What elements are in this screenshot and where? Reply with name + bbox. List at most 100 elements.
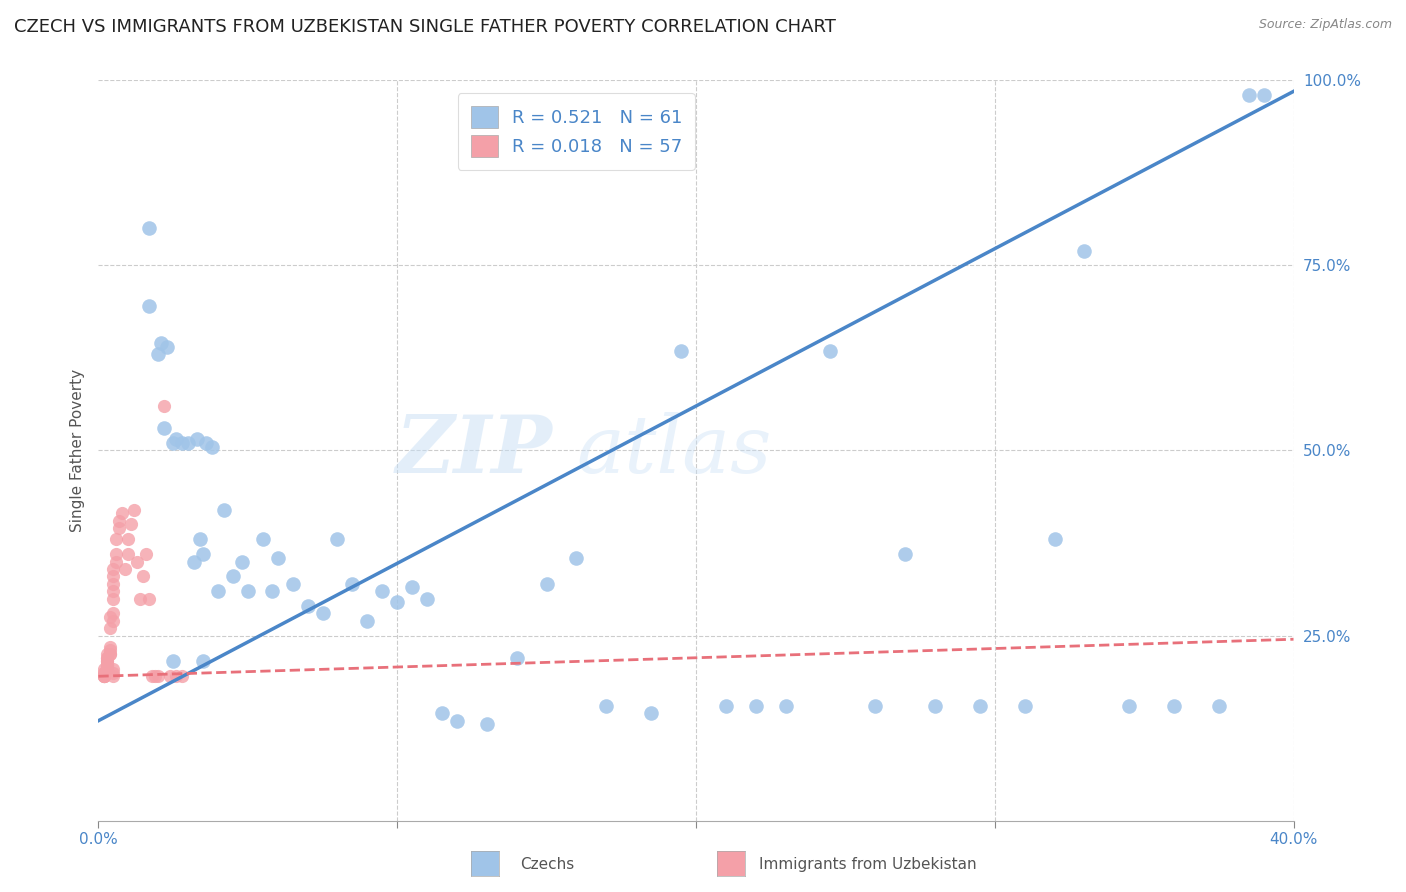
Point — [371, 584, 394, 599]
Point — [894, 547, 917, 561]
Point — [108, 514, 131, 528]
Point — [212, 502, 235, 516]
Point — [129, 591, 152, 606]
Point — [138, 299, 160, 313]
Text: CZECH VS IMMIGRANTS FROM UZBEKISTAN SINGLE FATHER POVERTY CORRELATION CHART: CZECH VS IMMIGRANTS FROM UZBEKISTAN SING… — [14, 18, 837, 36]
Point — [93, 669, 115, 683]
Point — [385, 595, 409, 609]
Point — [103, 669, 125, 683]
Point — [148, 669, 170, 683]
Point — [111, 507, 134, 521]
Point — [108, 521, 131, 535]
Point — [93, 662, 115, 676]
Point — [446, 714, 468, 728]
Point — [267, 550, 290, 565]
Point — [165, 669, 187, 683]
Point — [222, 569, 245, 583]
Point — [201, 440, 224, 454]
Point — [96, 662, 118, 676]
Text: atlas: atlas — [576, 412, 772, 489]
Point — [105, 555, 128, 569]
Point — [93, 665, 115, 680]
Point — [96, 650, 118, 665]
Point — [969, 698, 991, 713]
Point — [191, 655, 214, 669]
Point — [103, 614, 125, 628]
Point — [416, 591, 439, 606]
Point — [96, 658, 118, 673]
Point — [103, 665, 125, 680]
Point — [103, 569, 125, 583]
Point — [297, 599, 319, 613]
Point — [745, 698, 768, 713]
Point — [114, 562, 136, 576]
Point — [105, 547, 128, 561]
Point — [1073, 244, 1095, 258]
Point — [177, 436, 200, 450]
Point — [93, 669, 115, 683]
Point — [172, 669, 194, 683]
Point — [98, 647, 122, 661]
Point — [356, 614, 378, 628]
Point — [93, 669, 115, 683]
Point — [96, 658, 118, 673]
Point — [536, 576, 558, 591]
Point — [475, 717, 498, 731]
Point — [124, 502, 146, 516]
Point — [103, 607, 125, 621]
Point — [105, 533, 128, 547]
Point — [96, 655, 118, 669]
Point — [127, 555, 149, 569]
Point — [117, 547, 139, 561]
Point — [138, 221, 160, 235]
Point — [1043, 533, 1066, 547]
Point — [98, 621, 122, 635]
Point — [311, 607, 333, 621]
Point — [1014, 698, 1036, 713]
Point — [103, 591, 125, 606]
Point — [506, 650, 529, 665]
Point — [342, 576, 364, 591]
Point — [120, 517, 142, 532]
Point — [143, 669, 166, 683]
Point — [98, 640, 122, 654]
Point — [186, 433, 208, 447]
Point — [96, 655, 118, 669]
Point — [326, 533, 349, 547]
Point — [820, 343, 842, 358]
Point — [148, 347, 170, 361]
Point — [96, 650, 118, 665]
Point — [117, 533, 139, 547]
Point — [252, 533, 274, 547]
Point — [1253, 88, 1275, 103]
Point — [150, 336, 173, 351]
Point — [138, 591, 160, 606]
Y-axis label: Single Father Poverty: Single Father Poverty — [69, 369, 84, 532]
Point — [1118, 698, 1140, 713]
Point — [93, 669, 115, 683]
Point — [98, 647, 122, 661]
Text: Immigrants from Uzbekistan: Immigrants from Uzbekistan — [759, 857, 977, 872]
Point — [165, 433, 187, 447]
Point — [714, 698, 737, 713]
Text: Source: ZipAtlas.com: Source: ZipAtlas.com — [1258, 18, 1392, 31]
Point — [103, 562, 125, 576]
Point — [103, 584, 125, 599]
Point — [135, 547, 157, 561]
Point — [141, 669, 163, 683]
Point — [207, 584, 229, 599]
Point — [669, 343, 692, 358]
Point — [96, 658, 118, 673]
Point — [96, 662, 118, 676]
Point — [98, 643, 122, 657]
Point — [98, 610, 122, 624]
Point — [103, 576, 125, 591]
Point — [195, 436, 218, 450]
Point — [103, 662, 125, 676]
Legend: R = 0.521   N = 61, R = 0.018   N = 57: R = 0.521 N = 61, R = 0.018 N = 57 — [458, 93, 695, 169]
Point — [1237, 88, 1260, 103]
Point — [93, 669, 115, 683]
Point — [281, 576, 304, 591]
Point — [191, 547, 214, 561]
Point — [183, 555, 205, 569]
